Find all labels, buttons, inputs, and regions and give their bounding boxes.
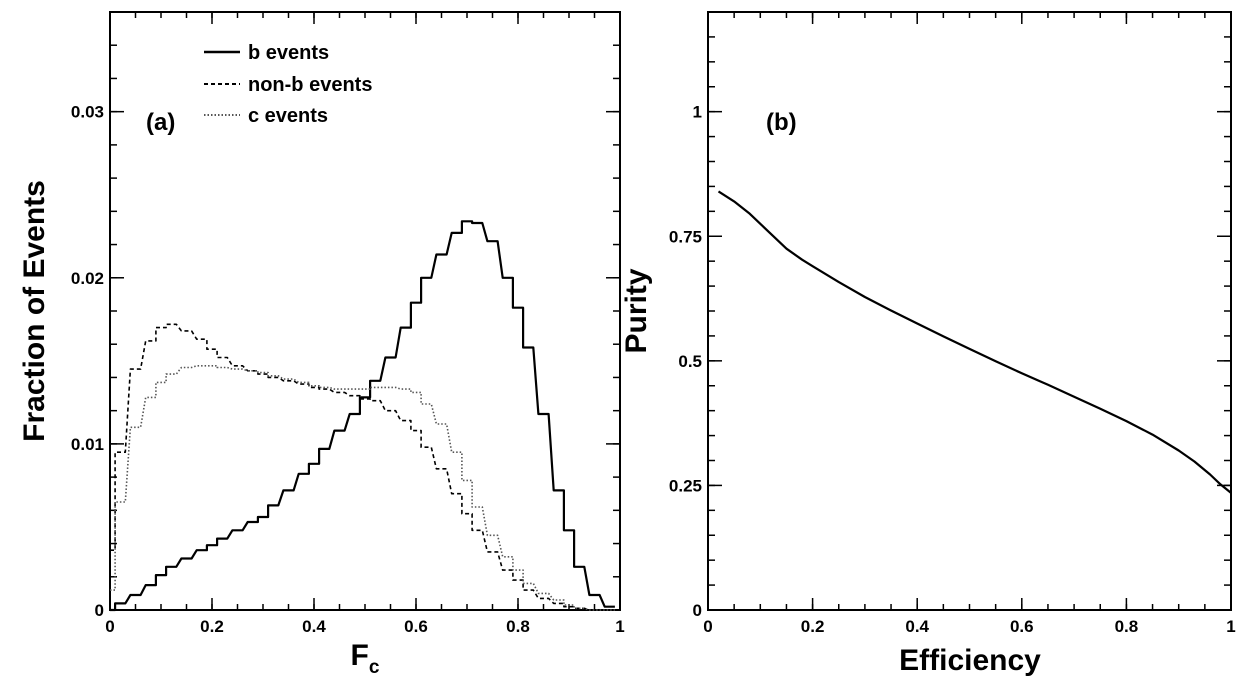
panel-a-tag: (a) bbox=[146, 109, 175, 136]
panel-b-y-tick-label: 1 bbox=[693, 103, 702, 122]
panel-b-y-axis-title: Purity bbox=[620, 268, 653, 353]
series-c-events bbox=[110, 365, 615, 611]
panel-a-y-axis-title: Fraction of Events bbox=[18, 180, 51, 442]
legend-label-non-b-events: non-b events bbox=[248, 74, 372, 96]
panel-b-ticks: 0 0.2 0.4 0.6 0.8 1 0 0.25 0.5 0.75 1 bbox=[669, 11, 1236, 636]
panel-a-x-axis-title: Fc bbox=[351, 639, 380, 678]
panel-a: 0 0.2 0.4 0.6 0.8 1 0 0.01 0.02 0.03 (a) b events… bbox=[18, 11, 625, 678]
panel-b-x-tick-label: 0 bbox=[703, 617, 712, 636]
panel-a-x-tick-label: 0.2 bbox=[200, 617, 224, 636]
panel-a-x-tick-label: 0 bbox=[105, 617, 114, 636]
panel-a-ticks: 0 0.2 0.4 0.6 0.8 1 0 0.01 0.02 0.03 bbox=[71, 11, 625, 636]
panel-b-y-tick-label: 0.75 bbox=[669, 227, 702, 246]
legend-label-c-events: c events bbox=[248, 105, 328, 127]
panel-b-frame bbox=[707, 11, 1232, 611]
panel-a-x-tick-label: 0.6 bbox=[404, 617, 428, 636]
panel-b-tag: (b) bbox=[766, 109, 797, 136]
panel-b-x-tick-label: 0.2 bbox=[801, 617, 825, 636]
panel-b-x-axis-title: Efficiency bbox=[899, 644, 1041, 677]
panel-a-x-tick-label: 0.4 bbox=[302, 617, 326, 636]
panel-b-y-tick-label: 0.5 bbox=[678, 352, 702, 371]
panel-a-y-tick-label: 0.01 bbox=[71, 435, 104, 454]
panel-b-x-tick-label: 0.6 bbox=[1010, 617, 1034, 636]
panel-a-y-tick-label: 0.03 bbox=[71, 103, 104, 122]
legend: b events non-b events c events bbox=[204, 42, 372, 127]
panel-a-frame bbox=[109, 11, 621, 611]
panel-b: 0 0.2 0.4 0.6 0.8 1 0 0.25 0.5 0.75 1 (b) Purity E… bbox=[620, 11, 1236, 677]
panel-b-series bbox=[717, 190, 1232, 494]
legend-label-b-events: b events bbox=[248, 42, 329, 64]
panel-b-x-tick-label: 0.8 bbox=[1115, 617, 1139, 636]
panel-a-y-tick-label: 0.02 bbox=[71, 269, 104, 288]
panel-a-series bbox=[110, 220, 615, 612]
panel-b-x-tick-label: 1 bbox=[1226, 617, 1235, 636]
panel-b-y-tick-label: 0 bbox=[693, 601, 702, 620]
series-purity-curve bbox=[717, 190, 1232, 494]
panel-a-x-tick-label: 1 bbox=[615, 617, 624, 636]
panel-a-y-tick-label: 0 bbox=[95, 601, 104, 620]
panel-b-y-tick-label: 0.25 bbox=[669, 476, 702, 495]
series-non-b-events bbox=[110, 323, 615, 611]
panel-a-x-tick-label: 0.8 bbox=[506, 617, 530, 636]
series-b-events bbox=[110, 220, 615, 612]
panel-b-x-tick-label: 0.4 bbox=[905, 617, 929, 636]
